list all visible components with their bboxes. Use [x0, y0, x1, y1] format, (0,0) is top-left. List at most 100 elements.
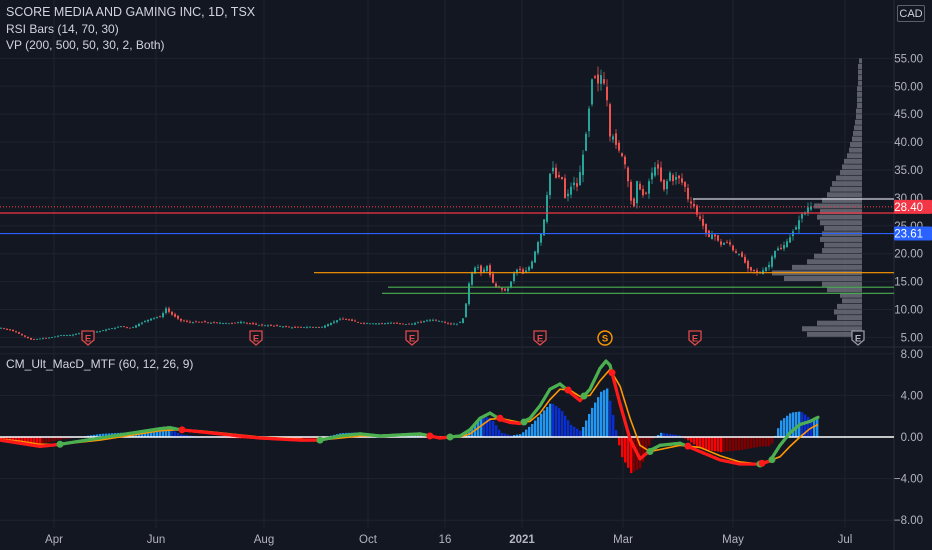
candle-body — [219, 322, 221, 324]
histogram-bar — [309, 437, 312, 440]
histogram-bar — [564, 415, 567, 437]
candle-body — [135, 325, 137, 328]
histogram-bar — [573, 426, 576, 437]
time-axis: Apr Jun Aug Oct 16 2021 Mar May Jul — [45, 534, 852, 546]
candle-body — [768, 264, 770, 268]
candle-body — [390, 322, 392, 324]
candle-body — [111, 328, 113, 330]
candle-body — [492, 273, 494, 283]
histogram-bar — [756, 437, 759, 448]
cross-dot — [520, 418, 528, 426]
candle-body — [678, 175, 680, 179]
event-letter: E — [855, 334, 861, 345]
candle-body — [216, 322, 218, 324]
candle-body — [489, 265, 491, 276]
candle-body — [36, 338, 38, 340]
volume-profile-bar — [856, 108, 862, 114]
candle-body — [30, 337, 32, 340]
candle-body — [717, 235, 719, 241]
chart-title[interactable]: SCORE MEDIA AND GAMING INC, 1D, TSX — [6, 5, 256, 19]
histogram-bar — [687, 437, 690, 441]
histogram-bar — [531, 424, 534, 437]
histogram-bar — [510, 435, 513, 437]
candle-body — [630, 181, 632, 201]
histogram-bar — [633, 437, 636, 472]
volume-profile-bar — [857, 103, 862, 108]
cross-dot — [758, 459, 766, 467]
candle-body — [213, 322, 215, 324]
time-tick-label: May — [722, 534, 744, 546]
candle-body — [795, 227, 797, 230]
cross-dot — [496, 414, 504, 422]
volume-profile-bar — [836, 175, 862, 181]
cross-dot — [646, 448, 654, 456]
indicator-volume-profile[interactable]: VP (200, 500, 50, 30, 2, Both) — [6, 38, 165, 52]
histogram-bar — [591, 407, 594, 437]
histogram-bar — [165, 429, 168, 437]
cross-dot — [178, 426, 186, 434]
candle-body — [666, 181, 668, 190]
candle-body — [567, 193, 569, 197]
earnings-shield — [81, 330, 95, 346]
histogram-bar — [501, 432, 504, 437]
candle-body — [705, 223, 707, 233]
candle-body — [240, 321, 242, 323]
earnings-marker: E — [405, 330, 419, 346]
candle-body — [39, 338, 41, 340]
price-tick-label: 55.00 — [894, 53, 923, 65]
candle-body — [69, 335, 71, 336]
candle-body — [369, 323, 371, 325]
histogram-bar — [465, 431, 468, 437]
histogram-bar — [495, 425, 498, 437]
candle-body — [744, 256, 746, 263]
currency-badge[interactable]: CAD — [897, 5, 925, 22]
candle-body — [597, 74, 599, 84]
candle-body — [702, 218, 704, 226]
candle-body — [378, 323, 380, 325]
histogram-bar — [735, 437, 738, 451]
indicator-rsi-bars[interactable]: RSI Bars (14, 70, 30) — [6, 22, 119, 36]
histogram-bar — [747, 437, 750, 449]
histogram-bar — [660, 432, 663, 437]
candle-body — [57, 335, 59, 337]
histogram-bar — [711, 437, 714, 451]
candle-body — [756, 270, 758, 273]
price-tick-label: 35.00 — [894, 165, 923, 177]
candle-body — [249, 323, 251, 324]
candle-body — [603, 79, 605, 84]
candle-body — [405, 324, 407, 325]
candle-body — [381, 323, 383, 325]
candle-body — [33, 339, 35, 341]
histogram-bar — [792, 412, 795, 437]
candle-body — [585, 133, 587, 151]
macd-pane-title[interactable]: CM_Ult_MacD_MTF (60, 12, 26, 9) — [6, 357, 194, 371]
candle-body — [318, 327, 320, 328]
candle-body — [747, 260, 749, 269]
candle-body — [417, 322, 419, 324]
volume-profile-bar — [822, 248, 862, 254]
volume-profile-bar — [824, 242, 862, 248]
candle-body — [657, 164, 659, 169]
candle-body — [321, 326, 323, 328]
candle-body — [429, 319, 431, 321]
last-price-label: 23.61 — [894, 226, 932, 241]
candle-body — [99, 330, 101, 332]
candle-body — [504, 288, 506, 291]
candle-body — [297, 326, 299, 328]
candle-body — [423, 321, 425, 323]
earnings-shield — [533, 330, 547, 346]
candle-body — [786, 241, 788, 248]
candle-body — [528, 267, 530, 271]
volume-profile-bar — [856, 114, 862, 120]
candle-body — [156, 317, 158, 318]
volume-profile-bar — [807, 259, 862, 265]
candle-body — [54, 336, 56, 338]
candle-body — [3, 328, 5, 330]
candle-body — [159, 316, 161, 318]
candle-body — [675, 176, 677, 180]
cross-dot — [564, 386, 572, 394]
candle-body — [789, 237, 791, 243]
cross-dot — [446, 433, 454, 441]
candle-body — [261, 324, 263, 326]
